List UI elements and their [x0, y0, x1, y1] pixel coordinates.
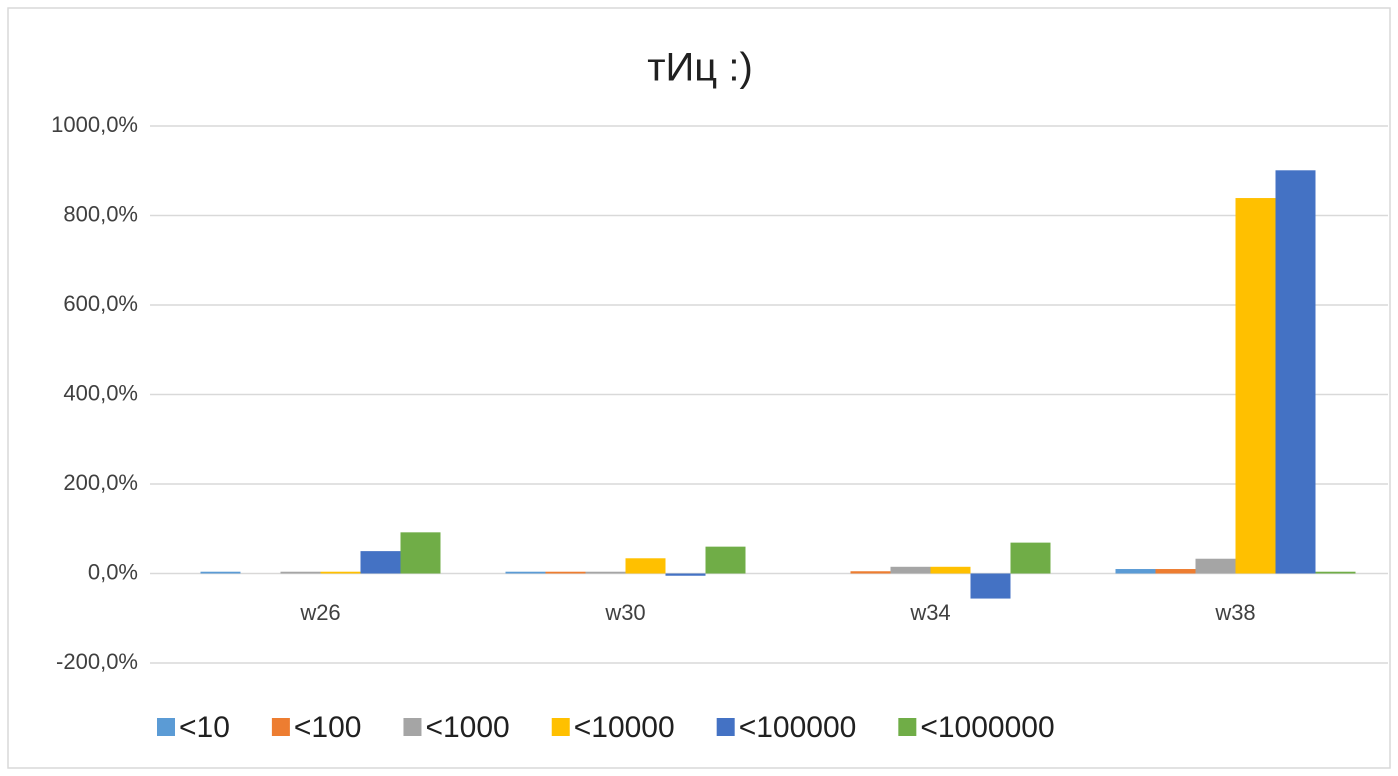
- bar: [930, 566, 971, 574]
- bar: [1275, 170, 1316, 574]
- legend-swatch: [898, 718, 917, 736]
- legend-label: <100000: [739, 711, 857, 744]
- bar: [1195, 558, 1236, 574]
- x-tick-label: w34: [909, 600, 950, 625]
- bar: [1010, 542, 1051, 574]
- chart-title: тИц :): [647, 46, 753, 90]
- bar: [400, 532, 441, 574]
- legend-label: <10: [179, 711, 230, 744]
- x-tick-label: w38: [1214, 600, 1255, 625]
- legend-swatch: [157, 718, 175, 736]
- y-tick-label: -200,0%: [56, 649, 138, 674]
- bar: [505, 571, 546, 574]
- bar: [665, 573, 706, 576]
- y-tick-label: 1000,0%: [51, 112, 138, 137]
- legend-label: <10000: [574, 711, 675, 744]
- legend-label: <1000000: [920, 711, 1054, 744]
- bar: [1235, 198, 1276, 574]
- bar: [545, 571, 586, 574]
- bar: [970, 573, 1011, 599]
- legend-swatch: [403, 718, 422, 736]
- y-tick-label: 800,0%: [63, 201, 138, 226]
- legend-label: <1000: [425, 711, 509, 744]
- x-tick-label: w26: [299, 600, 340, 625]
- legend-swatch: [551, 718, 570, 736]
- bar: [280, 571, 321, 574]
- bar: [320, 571, 361, 574]
- bar: [850, 571, 891, 574]
- bar: [1155, 569, 1196, 574]
- y-tick-label: 400,0%: [63, 380, 138, 405]
- bar: [360, 551, 401, 574]
- x-tick-label: w30: [604, 600, 645, 625]
- bar: [1115, 569, 1156, 574]
- chart-frame: [7, 7, 1391, 769]
- bar: [585, 571, 626, 574]
- bar: [890, 566, 931, 574]
- bar: [705, 546, 746, 574]
- bar: [1315, 571, 1356, 574]
- y-tick-label: 200,0%: [63, 470, 138, 495]
- legend-label: <100: [294, 711, 362, 744]
- y-tick-label: 0,0%: [88, 559, 138, 584]
- y-tick-label: 600,0%: [63, 291, 138, 316]
- bar: [625, 558, 666, 574]
- bar: [200, 571, 241, 574]
- legend-swatch: [271, 718, 290, 736]
- legend-swatch: [716, 718, 735, 736]
